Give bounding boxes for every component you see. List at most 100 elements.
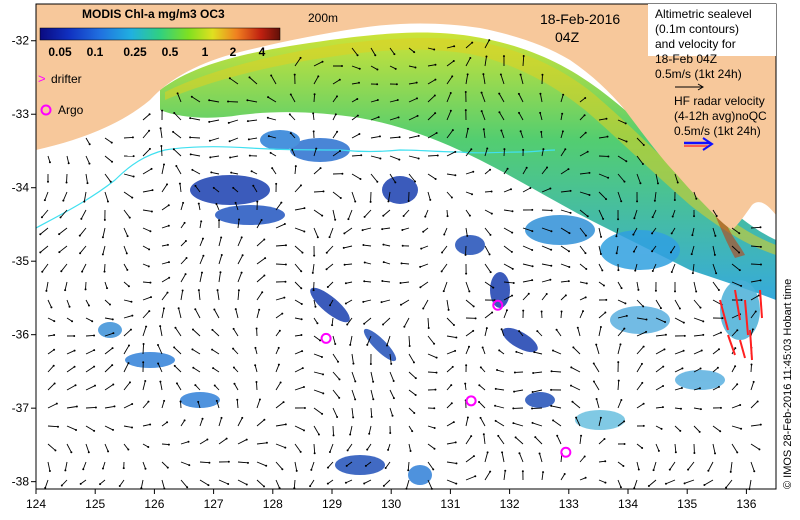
velocity-arrow — [235, 202, 239, 211]
velocity-arrow-head — [167, 261, 170, 264]
velocity-arrow — [596, 398, 600, 409]
velocity-arrow — [427, 173, 436, 180]
velocity-arrow-head — [245, 438, 248, 441]
velocity-arrow-head — [637, 288, 640, 291]
velocity-arrow — [47, 155, 51, 163]
velocity-arrow-head — [671, 215, 674, 218]
velocity-arrow — [560, 113, 563, 121]
velocity-arrow — [522, 227, 533, 232]
velocity-arrow-head — [503, 148, 506, 151]
velocity-arrow — [85, 299, 90, 306]
velocity-arrow-head — [690, 253, 693, 256]
velocity-arrow — [237, 255, 244, 265]
velocity-arrow — [161, 204, 170, 211]
velocity-arrow-head — [468, 214, 471, 217]
velocity-arrow-head — [620, 287, 623, 290]
velocity-arrow-head — [416, 97, 419, 100]
velocity-arrow — [213, 187, 220, 193]
velocity-arrow-head — [60, 484, 63, 487]
velocity-arrow — [593, 363, 600, 373]
velocity-arrow-head — [411, 430, 414, 433]
velocity-arrow-head — [602, 217, 605, 220]
velocity-arrow-head — [347, 218, 350, 221]
velocity-arrow-head — [433, 94, 436, 97]
velocity-arrow-head — [717, 289, 720, 292]
velocity-arrow — [731, 329, 738, 337]
velocity-arrow — [617, 299, 626, 304]
velocity-arrow — [671, 227, 676, 234]
velocity-arrow — [522, 279, 533, 283]
velocity-arrow-head — [370, 415, 373, 418]
velocity-arrow-head — [719, 406, 722, 409]
lon-tick-label: 131 — [440, 497, 460, 511]
velocity-arrow — [370, 116, 379, 121]
velocity-arrow — [750, 364, 752, 373]
velocity-arrow-head — [352, 416, 355, 419]
velocity-arrow — [370, 135, 381, 139]
velocity-arrow-head — [540, 310, 543, 313]
velocity-arrow — [693, 368, 701, 373]
argo-float — [320, 332, 332, 344]
velocity-arrow-head — [360, 154, 363, 157]
velocity-arrow-head — [71, 320, 74, 323]
velocity-arrow — [634, 263, 638, 271]
velocity-arrow-head — [313, 254, 316, 257]
velocity-arrow-head — [101, 467, 104, 470]
velocity-arrow — [403, 317, 410, 327]
velocity-arrow-head — [651, 270, 654, 273]
velocity-arrow — [731, 227, 740, 234]
velocity-arrow-head — [664, 333, 667, 336]
velocity-arrow — [218, 479, 229, 485]
velocity-arrow-head — [480, 110, 483, 113]
velocity-arrow-head — [680, 386, 683, 389]
velocity-arrow-head — [469, 56, 472, 59]
velocity-arrow — [160, 128, 163, 139]
velocity-arrow — [47, 317, 55, 322]
velocity-arrow-head — [435, 132, 438, 135]
velocity-arrow-head — [488, 253, 491, 256]
velocity-arrow-head — [433, 342, 436, 345]
plot-frame — [35, 3, 777, 490]
velocity-arrow — [234, 383, 239, 391]
velocity-arrow-head — [382, 323, 385, 326]
velocity-arrow-head — [209, 156, 212, 159]
velocity-arrow-head — [492, 286, 495, 289]
velocity-arrow-head — [194, 184, 197, 187]
velocity-arrow-head — [700, 349, 703, 352]
velocity-arrow-head — [531, 421, 534, 424]
velocity-arrow-head — [188, 464, 191, 467]
velocity-arrow-head — [250, 170, 253, 173]
velocity-arrow — [496, 369, 505, 373]
velocity-arrow-head — [265, 441, 268, 444]
velocity-arrow — [256, 257, 266, 265]
velocity-arrow-head — [518, 330, 521, 333]
velocity-arrow-head — [321, 60, 324, 63]
velocity-arrow — [389, 99, 398, 103]
velocity-arrow-head — [510, 250, 513, 253]
velocity-arrow-head — [381, 228, 384, 231]
velocity-arrow-head — [336, 415, 339, 418]
velocity-arrow-head — [300, 270, 303, 273]
velocity-arrow — [229, 137, 239, 142]
velocity-arrow — [190, 117, 201, 121]
velocity-arrow-head — [79, 482, 82, 485]
velocity-arrow — [503, 281, 514, 284]
velocity-arrow — [64, 281, 68, 291]
velocity-arrow — [465, 330, 474, 337]
velocity-arrow — [66, 384, 76, 391]
lon-tick-label: 126 — [144, 497, 164, 511]
velocity-arrow-head — [282, 401, 285, 404]
velocity-arrow — [256, 479, 265, 487]
hf-scale-label: 0.5m/s (1kt 24h) — [674, 124, 761, 138]
velocity-arrow-head — [585, 268, 588, 271]
velocity-arrow — [669, 461, 676, 470]
velocity-arrow-head — [409, 450, 412, 453]
velocity-arrow — [237, 479, 247, 485]
velocity-arrow — [275, 223, 286, 229]
velocity-arrow — [294, 207, 305, 211]
velocity-arrow-head — [679, 407, 682, 410]
velocity-arrow-head — [263, 238, 266, 241]
velocity-arrow — [123, 299, 132, 303]
velocity-arrow-head — [237, 289, 240, 292]
velocity-arrow — [674, 425, 681, 432]
